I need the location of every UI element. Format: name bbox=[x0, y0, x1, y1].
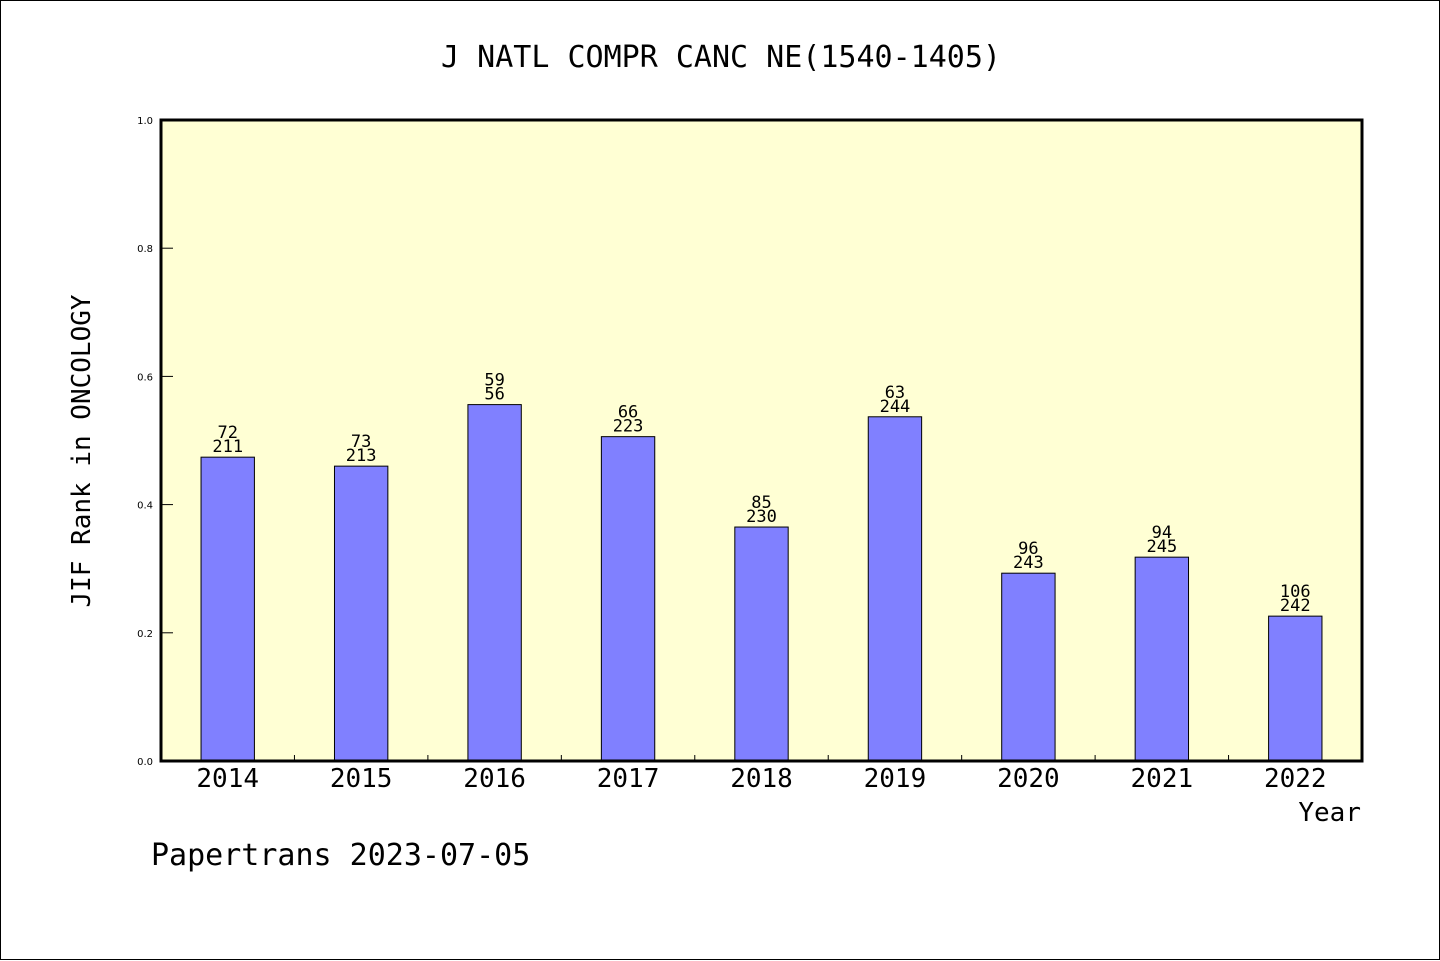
chart-title: J NATL COMPR CANC NE(1540-1405) bbox=[441, 40, 1001, 75]
y-tick-label: 0.6 bbox=[137, 372, 153, 383]
bar-total-label: 243 bbox=[1013, 553, 1044, 573]
plot-frame bbox=[159, 118, 1364, 763]
footer-credit: Papertrans 2023-07-05 bbox=[151, 838, 530, 873]
bar bbox=[1268, 615, 1323, 762]
bar-rank-label: 63 bbox=[885, 383, 905, 403]
bar bbox=[734, 526, 789, 762]
bar-total-label: 56 bbox=[484, 385, 504, 405]
x-axis-label: Year bbox=[1298, 798, 1361, 828]
x-tick-label: 2015 bbox=[330, 764, 393, 794]
x-tick-label: 2014 bbox=[196, 764, 259, 794]
bar-total-label: 213 bbox=[346, 446, 377, 466]
x-tick-label: 2022 bbox=[1264, 764, 1327, 794]
bar-rank-label: 72 bbox=[217, 423, 237, 443]
bar-rank-label: 59 bbox=[484, 371, 504, 391]
x-tick-label: 2016 bbox=[463, 764, 526, 794]
bar bbox=[600, 436, 656, 762]
bar-rank-label: 73 bbox=[351, 432, 371, 452]
bars bbox=[200, 404, 1323, 762]
bar-rank-label: 106 bbox=[1280, 582, 1311, 602]
y-axis-label: JIF Rank in ONCOLOGY bbox=[67, 294, 97, 607]
bar-rank-label: 66 bbox=[618, 403, 638, 423]
x-tick-label: 2018 bbox=[730, 764, 793, 794]
x-tick-label: 2019 bbox=[864, 764, 927, 794]
y-tick-label: 0.8 bbox=[137, 244, 153, 255]
bar-total-label: 230 bbox=[746, 507, 777, 527]
y-tick-label: 1.0 bbox=[137, 116, 153, 127]
bar bbox=[1001, 572, 1056, 762]
x-tick-label: 2017 bbox=[597, 764, 660, 794]
bar-total-label: 244 bbox=[880, 397, 911, 417]
bar-total-label: 245 bbox=[1146, 537, 1177, 557]
bar-total-label: 242 bbox=[1280, 596, 1311, 616]
bar-rank-label: 85 bbox=[751, 493, 771, 513]
bar bbox=[333, 465, 389, 762]
y-tick-label: 0.4 bbox=[137, 501, 153, 512]
x-axis-ticks: 2014 2015 2016 2017 2018 2019 2020 2021 2022 bbox=[196, 755, 1327, 794]
x-tick-label: 2021 bbox=[1131, 764, 1194, 794]
bar bbox=[867, 416, 923, 762]
y-tick-label: 0.2 bbox=[137, 629, 153, 640]
bar-rank-label: 96 bbox=[1018, 539, 1038, 559]
y-tick-label: 0.0 bbox=[137, 757, 153, 768]
x-tick-label: 2020 bbox=[997, 764, 1060, 794]
bar bbox=[467, 404, 522, 762]
bar bbox=[200, 456, 255, 762]
bar bbox=[1134, 556, 1190, 762]
bar-total-label: 223 bbox=[613, 417, 644, 437]
bar-rank-label: 94 bbox=[1152, 523, 1172, 543]
bar-total-label: 211 bbox=[212, 437, 243, 457]
